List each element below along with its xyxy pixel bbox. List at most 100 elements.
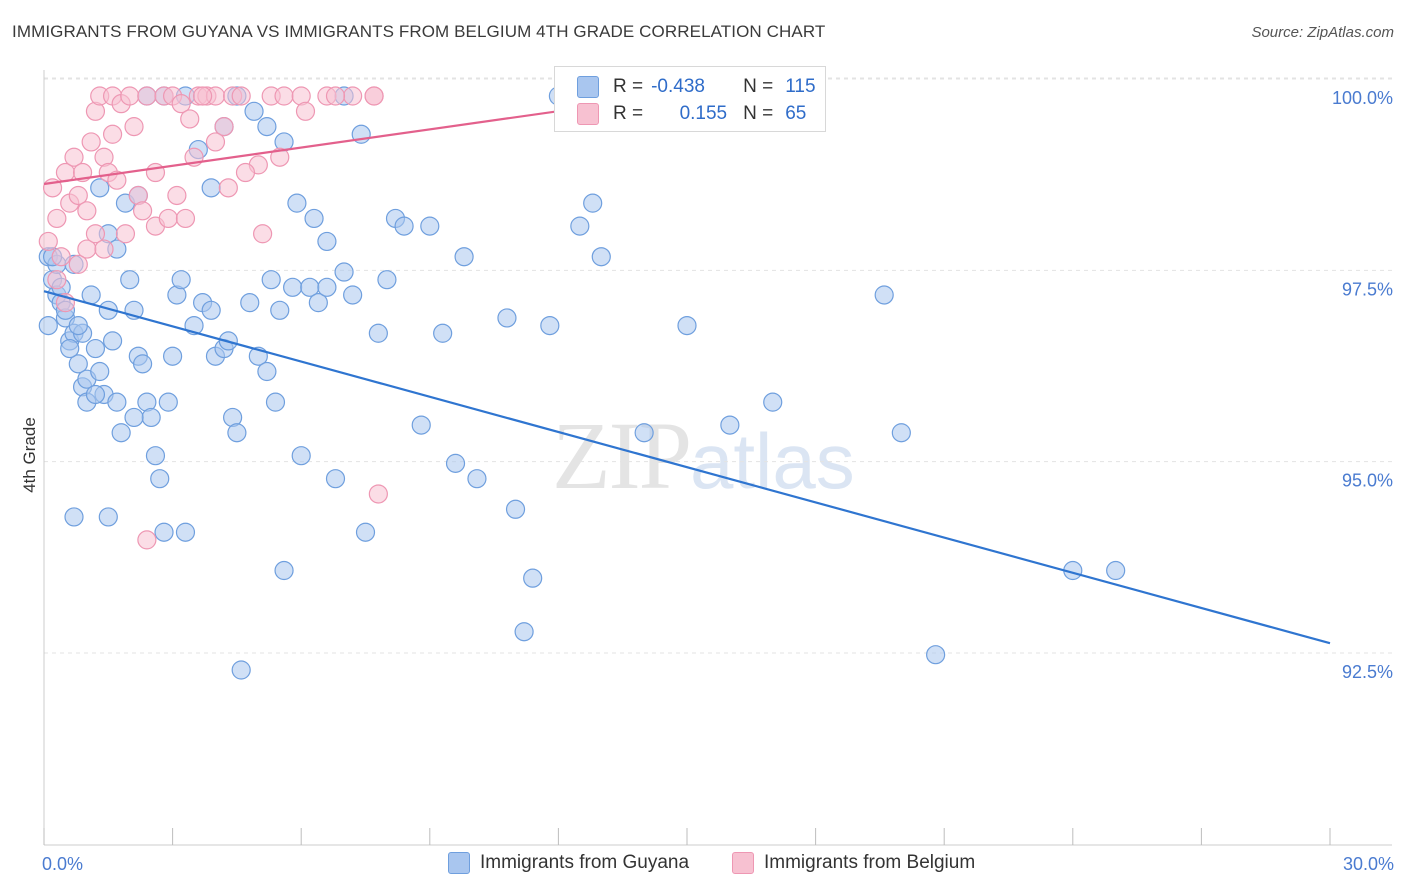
legend-n-value: 115 <box>785 76 816 97</box>
guyana-point <box>107 392 127 412</box>
legend-row-belgium: R = 0.155 N = 65 <box>577 101 806 127</box>
guyana-point <box>317 277 337 297</box>
guyana-point <box>505 499 526 519</box>
guyana-point <box>583 193 603 213</box>
legend-n-value: 65 <box>785 103 807 124</box>
belgium-point <box>325 86 346 106</box>
y-tick-label: 92.5% <box>1342 662 1393 682</box>
belgium-point <box>193 86 213 106</box>
belgium-point <box>68 185 88 206</box>
guyana-point <box>141 407 161 428</box>
legend-label-guyana: Immigrants from Guyana <box>480 852 690 873</box>
guyana-point <box>261 270 281 290</box>
guyana-point <box>102 331 123 351</box>
guyana-point <box>163 346 183 366</box>
belgium-point <box>94 239 114 259</box>
guyana-point <box>304 208 324 229</box>
guyana-point <box>68 354 88 374</box>
belgium-point <box>364 86 384 106</box>
y-tick-label: 97.5% <box>1342 279 1393 299</box>
legend-swatch-guyana <box>577 76 599 98</box>
belgium-point <box>68 254 88 274</box>
tick-labels: 100.0% 97.5% 95.0% 92.5% 0.0% 30.0% <box>42 88 1394 874</box>
guyana-point <box>244 101 264 121</box>
guyana-point <box>445 453 466 473</box>
series-legend: Immigrants from Guyana Immigrants from B… <box>0 852 1406 878</box>
belgium-point <box>253 224 273 244</box>
belgium-point <box>38 231 58 252</box>
x-tick-label: 30.0% <box>1343 854 1394 874</box>
belgium-point <box>137 530 157 550</box>
belgium-point <box>158 208 178 229</box>
guyana-point <box>634 423 654 443</box>
belgium-point <box>343 86 363 106</box>
legend-r-value: -0.438 <box>651 76 705 97</box>
chart-title: IMMIGRANTS FROM GUYANA VS IMMIGRANTS FRO… <box>12 22 826 41</box>
guyana-point <box>570 216 590 236</box>
legend-r-value: 0.155 <box>679 103 728 124</box>
belgium-point <box>171 94 191 114</box>
guyana-point <box>891 423 911 443</box>
belgium-point <box>64 147 84 167</box>
legend-n-label: N = <box>743 76 774 97</box>
belgium-point <box>218 178 238 198</box>
belgium-point <box>368 484 388 504</box>
belgium-point <box>235 162 256 183</box>
belgium-point <box>102 124 123 144</box>
guyana-point <box>175 522 196 542</box>
belgium-point <box>51 247 71 267</box>
legend-n-label: N = <box>743 103 774 124</box>
legend-item-belgium[interactable]: Immigrants from Belgium <box>732 852 975 874</box>
guyana-point <box>874 285 894 305</box>
guyana-point <box>377 270 397 290</box>
guyana-point <box>171 270 191 290</box>
legend-swatch-belgium <box>577 103 599 125</box>
legend-item-guyana[interactable]: Immigrants from Guyana <box>448 852 689 874</box>
legend-row-guyana: R = -0.438 N = 115 <box>577 74 816 100</box>
guyana-point <box>763 392 783 412</box>
guyana-point <box>420 216 440 236</box>
belgium-point <box>124 117 144 137</box>
guyana-point <box>720 415 740 435</box>
belgium-point <box>115 224 136 244</box>
guyana-point <box>274 560 294 581</box>
belgium-point <box>180 109 200 129</box>
belgium-point <box>137 86 157 106</box>
guyana-point <box>85 384 106 405</box>
guyana-point <box>227 423 247 443</box>
belgium-point <box>132 201 153 221</box>
correlation-legend: R = -0.438 N = 115 R = 0.155 N = 65 <box>554 66 826 132</box>
guyana-point <box>145 446 166 466</box>
legend-swatch-belgium <box>732 852 754 874</box>
guyana-point <box>368 323 388 343</box>
guyana-point <box>111 423 131 443</box>
guyana-point <box>283 277 303 297</box>
belgium-point <box>231 86 251 106</box>
belgium-point <box>107 170 127 190</box>
guyana-point <box>677 316 697 336</box>
guyana-point <box>158 392 178 412</box>
guyana-point <box>231 660 251 680</box>
trend-lines <box>43 94 1331 645</box>
belgium-point <box>205 132 226 152</box>
guyana-point <box>68 316 88 336</box>
guyana-point <box>325 469 346 489</box>
belgium-point <box>270 147 290 167</box>
guyana-point <box>64 507 84 527</box>
guyana-point <box>124 407 144 428</box>
guyana-point <box>1106 560 1126 581</box>
series-belgium-points <box>38 86 388 550</box>
guyana-point <box>265 392 286 412</box>
guyana-point <box>467 469 487 489</box>
guyana-point <box>591 247 611 267</box>
belgium-point <box>214 117 234 137</box>
guyana-point <box>85 338 106 359</box>
guyana-point <box>411 415 431 435</box>
belgium-point <box>167 185 187 206</box>
guyana-point <box>154 522 174 542</box>
belgium-point <box>120 86 140 106</box>
guyana-point <box>90 178 110 198</box>
guyana-point <box>120 270 140 290</box>
watermark-zip: ZIP <box>552 402 692 509</box>
